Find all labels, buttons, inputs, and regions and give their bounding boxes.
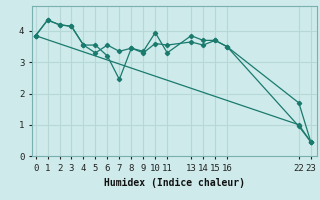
X-axis label: Humidex (Indice chaleur): Humidex (Indice chaleur) xyxy=(104,178,245,188)
